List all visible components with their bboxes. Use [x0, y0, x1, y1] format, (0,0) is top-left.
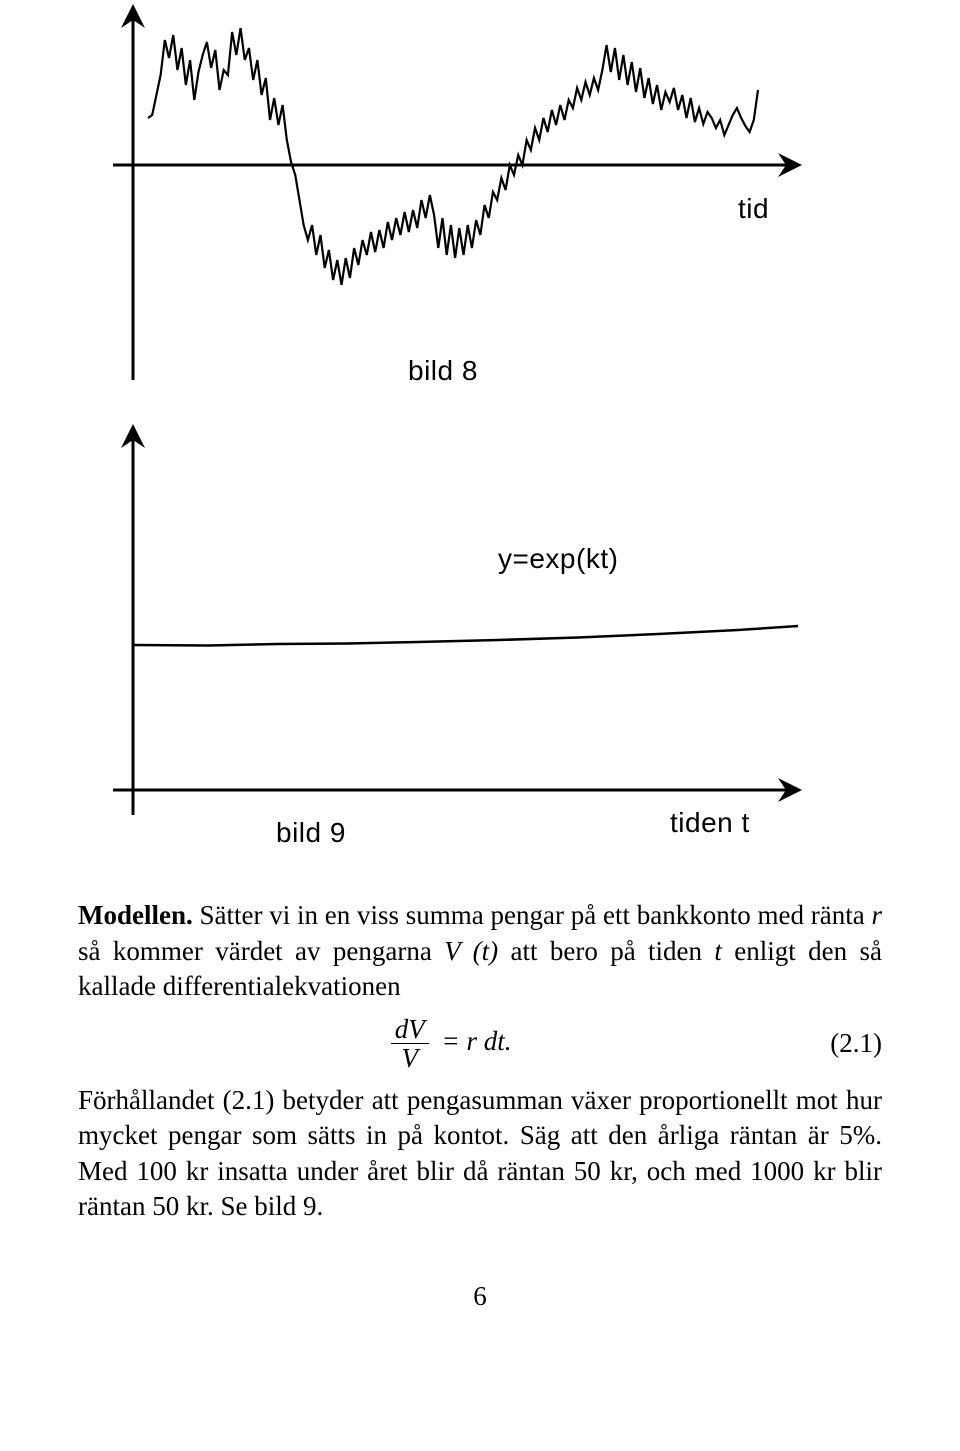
svg-text:bild 9: bild 9: [276, 817, 346, 848]
svg-text:y=exp(kt): y=exp(kt): [498, 543, 618, 574]
var-t: t: [714, 936, 722, 966]
body-text: Modellen. Sätter vi in en viss summa pen…: [78, 898, 882, 1225]
equation-number: (2.1): [830, 1026, 882, 1062]
eq-denominator: V: [391, 1044, 429, 1072]
chart-bild9: y=exp(kt) tiden t bild 9: [78, 420, 858, 850]
equation-2-1: dV V = r dt. (2.1): [78, 1015, 882, 1073]
page-number: 6: [78, 1281, 882, 1312]
svg-text:tiden t: tiden t: [670, 807, 750, 838]
eq-numerator: dV: [391, 1015, 429, 1044]
figure-bild8: tid bild 8: [78, 0, 882, 420]
svg-text:tid: tid: [738, 193, 769, 224]
page: tid bild 8 y=exp(kt) tiden t bild 9 Mode…: [0, 0, 960, 1451]
equation-body: dV V = r dt.: [78, 1015, 830, 1073]
figure-bild9: y=exp(kt) tiden t bild 9: [78, 420, 882, 850]
p2: Förhållandet (2.1) betyder att pengasumm…: [78, 1083, 882, 1226]
var-r: r: [871, 900, 882, 930]
p1-a: Sätter vi in en viss summa pengar på ett…: [200, 900, 872, 930]
var-Vt: V (t): [444, 936, 498, 966]
section-heading: Modellen.: [78, 900, 193, 930]
p1-c: att bero på tiden: [498, 936, 714, 966]
p1-b: så kommer värdet av pengarna: [78, 936, 444, 966]
chart-bild8: tid bild 8: [78, 0, 858, 400]
svg-text:bild 8: bild 8: [408, 355, 478, 386]
eq-rhs: = r dt.: [436, 1026, 518, 1056]
